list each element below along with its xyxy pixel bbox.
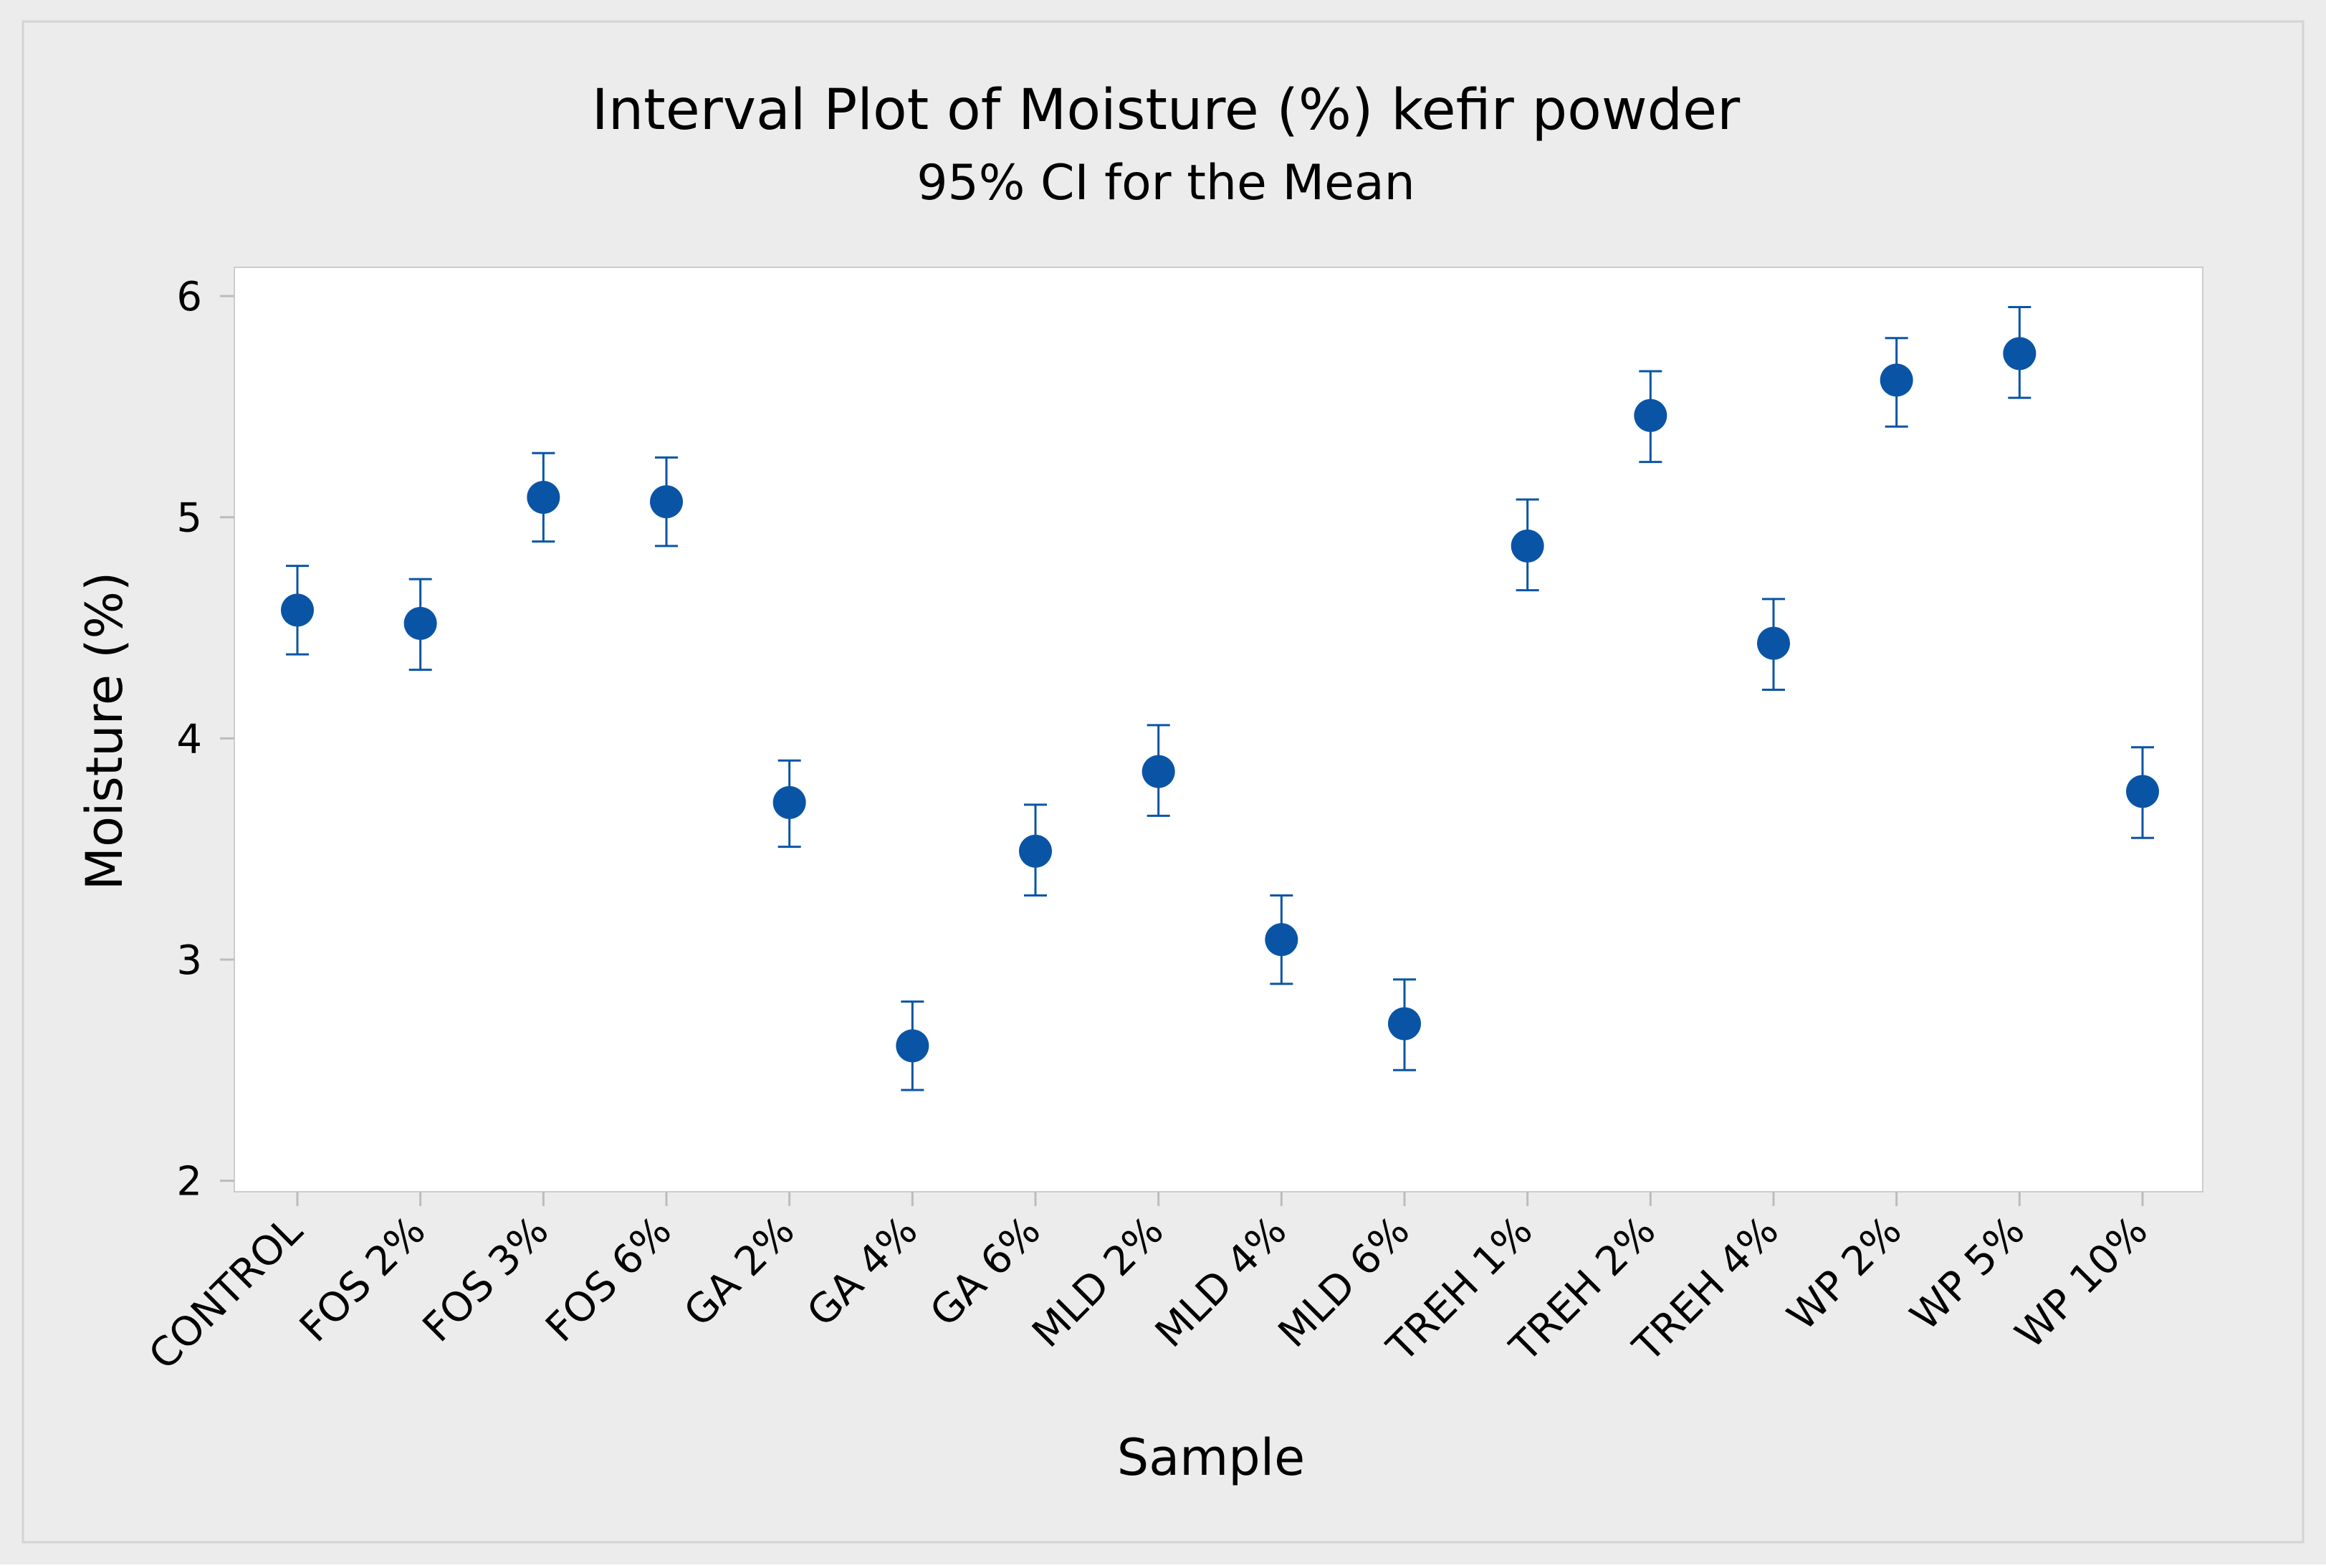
- x-axis-title: Sample: [1117, 1428, 1305, 1487]
- mean-point: [1265, 923, 1298, 957]
- y-tick-label: 3: [176, 937, 202, 984]
- mean-point: [1019, 834, 1052, 868]
- y-tick-label: 4: [176, 716, 202, 763]
- mean-point: [1880, 363, 1913, 397]
- mean-point: [2126, 775, 2159, 808]
- mean-point: [772, 785, 806, 819]
- mean-point: [403, 606, 437, 640]
- mean-point: [1634, 398, 1667, 432]
- figure-border: [21, 20, 2305, 1544]
- mean-point: [1757, 626, 1790, 660]
- mean-point: [281, 593, 314, 627]
- mean-point: [1511, 529, 1544, 563]
- mean-point: [1388, 1007, 1421, 1041]
- y-tick-label: 2: [176, 1159, 202, 1205]
- y-axis-title: Moisture (%): [75, 572, 134, 891]
- chart-title: Interval Plot of Moisture (%) kefir powd…: [592, 78, 1741, 143]
- mean-point: [1142, 755, 1175, 788]
- chart-subtitle: 95% CI for the Mean: [916, 155, 1415, 211]
- mean-point: [896, 1029, 929, 1063]
- mean-point: [2003, 337, 2037, 371]
- y-tick-label: 6: [176, 274, 202, 320]
- interval-series: [281, 306, 2159, 1091]
- plot-area: [234, 267, 2203, 1192]
- y-tick-label: 5: [176, 495, 202, 542]
- y-axis: 2 3 4 5 6: [176, 274, 234, 1205]
- mean-point: [527, 480, 560, 514]
- mean-point: [650, 485, 683, 519]
